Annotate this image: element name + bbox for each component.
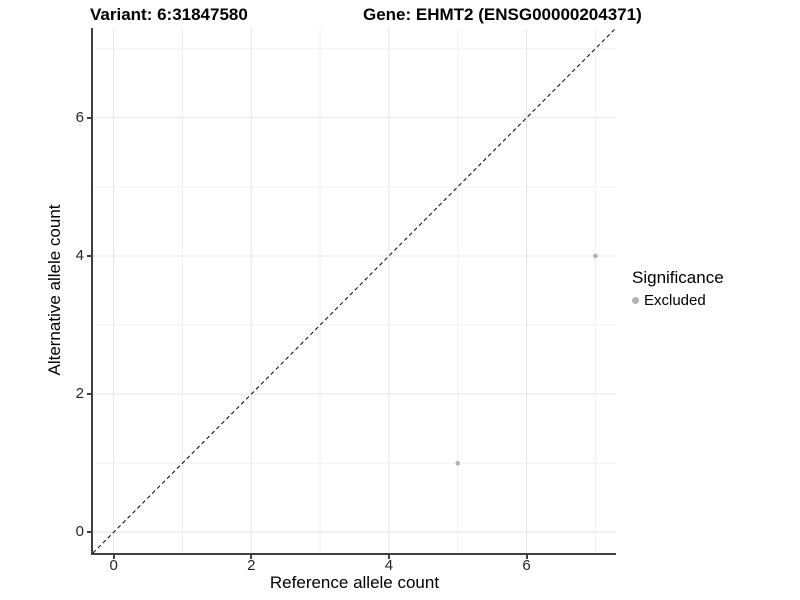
identity-reference-line	[93, 28, 616, 553]
x-axis-tick-label: 0	[109, 557, 118, 574]
x-axis-tick-mark	[250, 555, 253, 559]
legend-items: Excluded	[632, 292, 724, 309]
y-axis-tick-label: 6	[75, 108, 84, 126]
data-point	[455, 460, 461, 466]
x-axis-tick-mark	[387, 555, 390, 559]
x-axis-tick-mark	[112, 555, 115, 559]
y-axis-tick-label: 0	[75, 523, 84, 541]
y-axis-tick-mark	[87, 254, 91, 257]
data-point	[593, 253, 598, 259]
x-axis-tick-mark	[525, 555, 528, 559]
legend: Significance Excluded	[632, 268, 724, 309]
x-axis-tick-label: 6	[522, 557, 531, 574]
plot-panel	[91, 28, 616, 555]
x-axis-tick-label: 4	[384, 557, 394, 574]
plot-title-variant: Variant: 6:31847580	[90, 5, 248, 24]
y-axis-tick-mark	[87, 531, 91, 534]
legend-key-dot	[632, 297, 639, 304]
y-axis-title: Alternative allele count	[45, 204, 64, 376]
y-axis-tick-mark	[87, 116, 91, 119]
legend-item: Excluded	[632, 292, 724, 309]
x-axis-title: Reference allele count	[269, 573, 440, 592]
legend-title: Significance	[632, 268, 724, 287]
legend-item-label: Excluded	[644, 292, 706, 309]
y-axis-tick-label: 2	[75, 385, 84, 403]
y-axis-tick-mark	[87, 393, 91, 396]
plot-panel-svg	[93, 28, 616, 553]
x-axis-tick-label: 2	[247, 557, 256, 574]
y-axis-tick-label: 4	[75, 246, 84, 264]
plot-title-gene: Gene: EHMT2 (ENSG00000204371)	[363, 5, 642, 24]
